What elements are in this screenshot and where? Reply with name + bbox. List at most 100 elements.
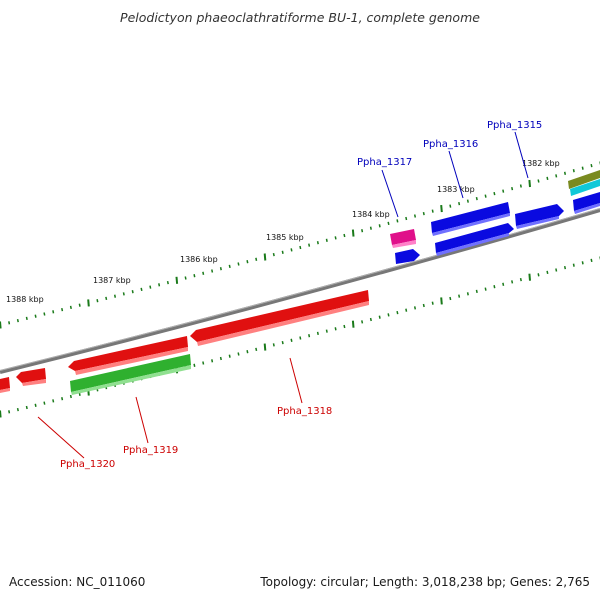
gene-label-ppha-1315[interactable]: Ppha_1315 [487,120,542,131]
minor-tick [237,352,240,356]
major-tick [440,205,443,213]
minor-tick [78,303,81,307]
scale-label-1383: 1383 kbp [437,185,475,194]
major-tick [351,229,355,237]
gene-arrow-ppha-1317[interactable] [390,229,416,248]
minor-tick [290,338,293,342]
gene-arrow-ppha-1316[interactable] [431,202,510,236]
minor-tick [25,316,28,321]
gene-arrow-blue-lower[interactable] [435,223,514,256]
minor-tick [131,290,134,294]
minor-tick [308,334,311,338]
minor-tick [572,263,575,267]
leader-line-ppha-1317 [381,169,399,218]
minor-tick [458,294,461,298]
minor-tick [466,199,469,203]
minor-tick [555,268,558,272]
minor-tick [405,308,408,312]
gene-label-ppha-1319[interactable]: Ppha_1319 [123,445,178,456]
minor-tick [316,331,319,336]
minor-tick [237,262,240,266]
minor-tick [466,292,469,296]
minor-tick [422,211,425,216]
minor-tick [449,204,452,208]
leader-line-ppha-1320 [37,416,85,459]
gene-arrow-blue-small[interactable] [395,249,420,264]
accession-text: Accession: NC_011060 [9,575,146,589]
minor-tick [140,287,143,292]
gene-arrow-ppha-1315[interactable] [515,204,564,229]
minor-tick [449,296,452,301]
minor-tick [590,258,593,263]
minor-tick [16,407,19,412]
minor-tick [563,265,567,270]
map-title: Pelodictyon phaeoclathratiforme BU-1, co… [120,10,480,25]
minor-tick [405,216,408,221]
minor-tick [69,394,72,399]
minor-tick [493,285,496,289]
minor-tick [61,307,64,312]
minor-tick [475,196,478,201]
gene-arrow-ppha-1319[interactable] [70,354,191,395]
major-tick [263,343,267,351]
minor-tick [458,201,461,206]
minor-tick [25,405,28,410]
leader-line-ppha-1316 [448,150,464,199]
gene-arrow-red-4[interactable] [0,377,10,393]
minor-tick [334,327,337,331]
minor-tick [484,287,487,291]
minor-tick [387,221,390,226]
minor-tick [519,277,522,282]
major-tick [0,321,2,329]
minor-tick [52,310,55,314]
minor-tick [396,219,399,223]
gene-label-ppha-1318[interactable]: Ppha_1318 [277,406,332,417]
minor-tick [219,356,222,361]
minor-tick [361,229,364,233]
gene-arrow-ppha-1318[interactable] [190,290,369,346]
gene-label-ppha-1320[interactable]: Ppha_1320 [60,459,115,470]
gene-label-ppha-1317[interactable]: Ppha_1317 [357,157,412,168]
minor-tick [316,241,319,245]
minor-tick [537,273,540,277]
minor-tick [16,318,19,323]
minor-tick [343,324,346,329]
gene-arrow-cyan[interactable] [570,179,600,196]
minor-tick [334,236,337,240]
minor-tick [211,269,214,273]
leader-line-ppha-1315 [514,131,529,179]
inner-tick-row [0,256,600,418]
gene-arrow-blue-edge[interactable] [573,192,600,214]
minor-tick [431,301,434,305]
minor-tick [52,399,55,403]
major-tick [0,410,2,418]
minor-tick [546,176,549,181]
gene-arrow-red-3[interactable] [16,368,46,386]
minor-tick [396,310,399,315]
minor-tick [555,174,558,178]
minor-tick [537,179,540,183]
scale-label-1387: 1387 kbp [93,276,131,285]
minor-tick [519,184,522,188]
minor-tick [369,226,372,230]
minor-tick [378,315,381,319]
minor-tick [272,343,275,347]
minor-tick [361,320,364,324]
minor-tick [281,340,284,345]
minor-tick [193,274,196,278]
minor-tick [113,294,117,298]
topology-text: Topology: circular; Length: 3,018,238 bp… [260,575,590,589]
minor-tick [211,359,214,363]
minor-tick [581,166,584,170]
minor-tick [431,209,434,213]
gene-arrow-red-2[interactable] [68,336,188,375]
minor-tick [413,214,417,218]
minor-tick [343,233,346,238]
minor-tick [34,403,37,407]
gene-arrow-olive[interactable] [568,170,600,189]
scale-label-1388: 1388 kbp [6,295,44,304]
minor-tick [299,336,302,340]
minor-tick [484,194,487,198]
gene-label-ppha-1316[interactable]: Ppha_1316 [423,139,478,150]
major-tick [351,320,355,328]
